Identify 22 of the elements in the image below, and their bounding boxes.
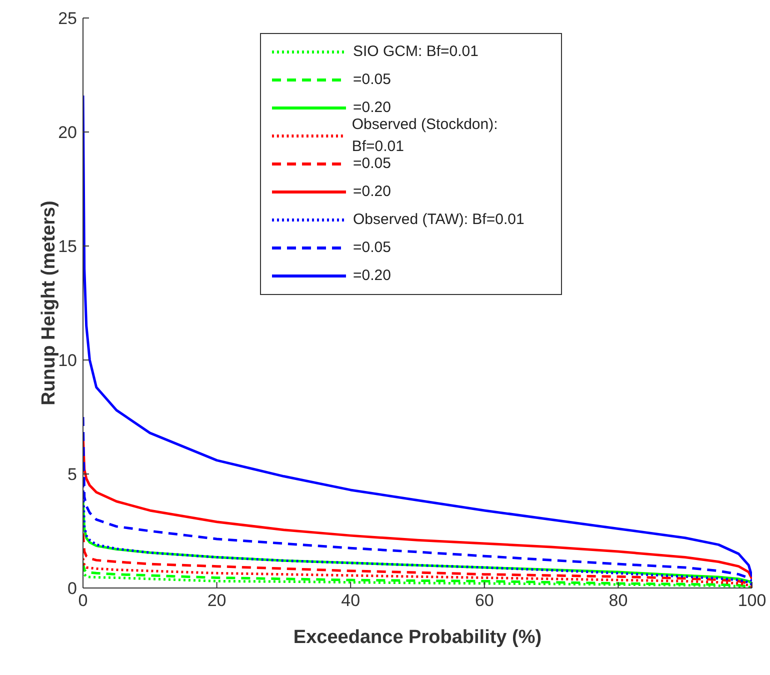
legend-label: =0.05 (353, 154, 391, 174)
x-tick-label: 40 (341, 591, 360, 610)
y-tick-label: 5 (68, 465, 77, 484)
legend-label: Observed (TAW): Bf=0.01 (353, 210, 524, 230)
legend-label: =0.20 (353, 266, 391, 286)
x-tick-label: 100 (738, 591, 766, 610)
legend-label: =0.05 (353, 238, 391, 258)
legend-label: Observed (Stockdon): Bf=0.01 (352, 116, 498, 155)
y-tick-label: 20 (58, 123, 77, 142)
y-tick-label: 10 (58, 351, 77, 370)
legend-label: =0.20 (353, 98, 391, 118)
legend-label: SIO GCM: Bf=0.01 (353, 42, 478, 62)
x-tick-label: 80 (608, 591, 628, 610)
x-tick-label: 20 (207, 591, 226, 610)
x-tick-label: 60 (474, 591, 494, 610)
y-tick-label: 0 (68, 579, 77, 598)
x-axis-title: Exceedance Probability (%) (293, 627, 542, 648)
legend-label: =0.05 (353, 70, 391, 90)
y-tick-label: 15 (58, 237, 77, 256)
y-tick-label: 25 (58, 9, 77, 28)
y-axis-title: Runup Height (meters) (38, 200, 60, 406)
legend-label: =0.20 (353, 182, 391, 202)
